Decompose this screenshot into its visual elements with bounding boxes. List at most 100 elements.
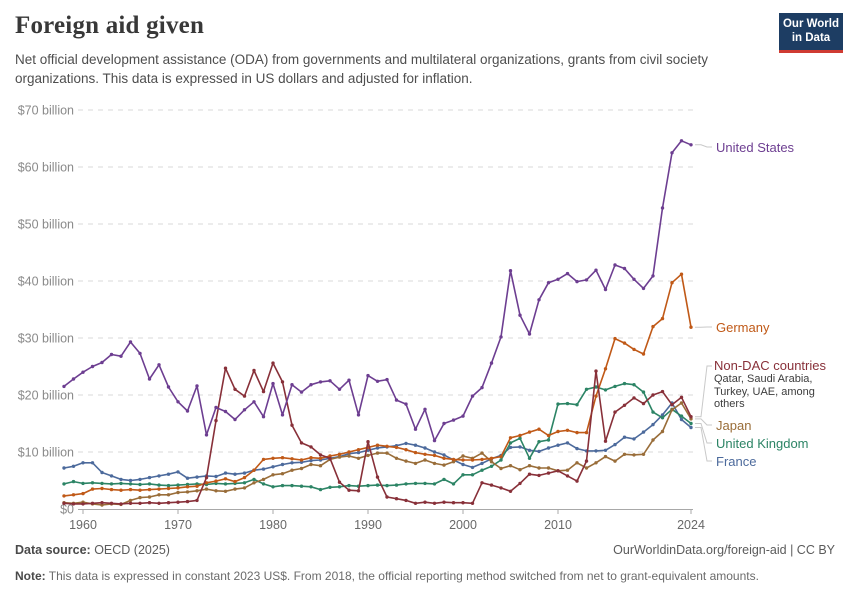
series-point-germany (480, 457, 484, 462)
footer: OurWorldinData.org/foreign-aid | CC BY D… (15, 543, 835, 557)
series-point-france (603, 448, 608, 452)
series-point-united-states (394, 398, 399, 402)
series-point-japan (584, 466, 589, 470)
series-point-japan (128, 498, 133, 503)
series-point-japan (423, 458, 427, 462)
series-point-germany (470, 458, 475, 462)
series-point-united-kingdom (90, 481, 95, 485)
series-point-germany (81, 491, 85, 496)
series-point-united-states (451, 418, 456, 422)
series-point-united-states (537, 298, 541, 302)
series-point-united-kingdom (613, 384, 617, 389)
series-point-united-kingdom (261, 482, 266, 486)
series-label-france[interactable]: France (716, 454, 757, 469)
series-point-france (62, 466, 66, 470)
series-point-united-kingdom (318, 487, 323, 492)
series-point-non-dac-countries (81, 502, 85, 506)
series-point-united-states (470, 394, 475, 398)
series-point-united-kingdom (508, 441, 513, 445)
series-point-germany (119, 488, 123, 492)
series-point-japan (280, 472, 285, 476)
series-point-non-dac-countries (195, 498, 199, 503)
label-connector-united-states (695, 144, 712, 148)
owid-link[interactable]: OurWorldinData.org/foreign-aid | CC BY (613, 543, 835, 557)
series-point-united-states (347, 378, 351, 382)
series-point-germany (394, 445, 399, 450)
series-point-france (280, 462, 285, 467)
series-point-france (470, 465, 475, 470)
series-point-germany (90, 487, 95, 491)
series-label-united-states[interactable]: United States (716, 140, 795, 155)
series-point-united-kingdom (451, 482, 456, 486)
series-point-germany (347, 450, 351, 454)
series-point-non-dac-countries (337, 480, 342, 484)
series-point-non-dac-countries (375, 475, 380, 479)
series-point-germany (185, 485, 190, 489)
series-point-germany (499, 454, 503, 459)
series-point-germany (584, 430, 589, 435)
series-point-france (480, 461, 484, 466)
series-point-united-states (546, 281, 551, 285)
series-point-france (508, 445, 513, 450)
series-point-japan (385, 451, 389, 455)
series-point-united-kingdom (347, 483, 351, 488)
series-label-japan[interactable]: Japan (716, 418, 752, 433)
series-label-non-dac-countries[interactable]: Non-DAC countries (714, 358, 826, 373)
series-point-united-states (128, 340, 133, 344)
series-point-united-kingdom (413, 481, 418, 486)
series-point-united-kingdom (166, 483, 171, 488)
series-point-united-kingdom (660, 416, 665, 420)
series-point-france (689, 425, 693, 430)
series-point-united-states (119, 354, 123, 358)
series-point-non-dac-countries (470, 501, 475, 505)
series-point-germany (128, 487, 133, 492)
series-point-united-states (81, 370, 85, 374)
series-point-non-dac-countries (356, 489, 361, 493)
series-point-germany (660, 316, 665, 321)
y-axis-tick-label: $70 billion (18, 104, 74, 118)
series-label-germany[interactable]: Germany (716, 320, 770, 335)
series-point-non-dac-countries (527, 472, 532, 476)
series-point-japan (233, 487, 237, 491)
series-point-united-states (318, 380, 323, 384)
series-label-united-kingdom[interactable]: United Kingdom (716, 436, 809, 451)
series-point-france (271, 465, 275, 469)
series-point-united-kingdom (394, 483, 399, 487)
series-point-france (109, 474, 114, 478)
series-point-united-states (499, 335, 503, 339)
series-point-germany (280, 456, 285, 460)
series-point-united-states (480, 385, 484, 390)
series-point-germany (62, 494, 66, 498)
series-point-non-dac-countries (499, 486, 503, 490)
series-point-germany (109, 487, 114, 492)
series-point-france (461, 462, 465, 467)
y-axis-tick-label: $30 billion (18, 332, 74, 346)
series-point-france (309, 458, 313, 463)
series-point-non-dac-countries (565, 474, 570, 478)
series-point-france (432, 450, 437, 454)
series-point-united-kingdom (128, 482, 133, 486)
series-point-united-states (271, 381, 275, 386)
series-point-germany (157, 487, 161, 491)
series-point-japan (271, 473, 275, 477)
series-point-germany (432, 453, 437, 458)
series-point-non-dac-countries (480, 481, 484, 485)
owid-logo[interactable]: Our World in Data (779, 13, 843, 53)
series-point-united-states (670, 151, 674, 155)
series-point-united-states (404, 402, 408, 406)
series-point-non-dac-countries (508, 489, 513, 493)
series-point-united-states (432, 438, 437, 443)
series-point-non-dac-countries (242, 394, 247, 398)
note-label: Note: (15, 569, 46, 583)
series-point-japan (138, 495, 142, 500)
aid-line-chart: $0 $10 billion $20 billion $30 billion $40 b… (18, 104, 712, 532)
series-point-united-states (299, 390, 304, 394)
series-point-united-states (214, 405, 218, 410)
series-point-united-kingdom (527, 456, 532, 460)
series-point-united-states (71, 377, 76, 381)
series-point-germany (318, 456, 323, 460)
series-point-germany (442, 456, 446, 460)
series-point-japan (356, 456, 361, 460)
series-point-france (166, 472, 171, 476)
series-point-united-states (252, 400, 256, 404)
